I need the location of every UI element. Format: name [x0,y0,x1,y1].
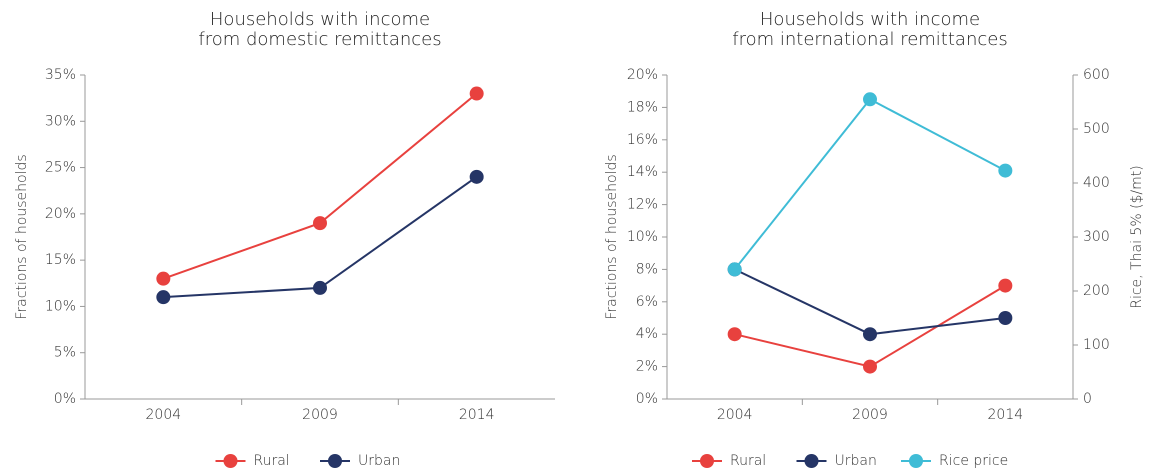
point [998,311,1013,325]
x-tick-label: 2014 [459,407,495,423]
legend-marker [909,454,923,468]
point [863,359,877,374]
x-tick-label: 2004 [146,407,182,423]
y-tick-label: 20% [627,67,658,83]
legend-label: Rural [730,453,766,469]
x-tick-label: 2009 [302,407,338,423]
y-tick-label: 30% [45,113,76,129]
y-tick-label: 4% [636,326,658,342]
point [469,86,484,101]
point [727,327,742,342]
y-tick-label: 6% [636,294,658,310]
y2-tick-label: 0 [1083,391,1092,407]
y-tick-label: 18% [627,99,658,115]
chart-title: from international remittances [732,29,1007,50]
y-tick-label: 20% [45,206,76,222]
y-tick-label: 14% [627,164,658,180]
point [156,271,171,286]
legend-marker [804,454,819,468]
chart-title: Households with income [760,9,980,30]
y-tick-label: 15% [45,252,76,268]
y-tick-label: 25% [45,160,76,176]
y2-tick-label: 500 [1083,121,1110,137]
legend-marker [700,454,714,468]
series-line [162,92,478,280]
x-tick-label: 2014 [988,407,1024,423]
legend-label: Urban [835,453,877,469]
legend-label: Rural [254,453,290,469]
y-tick-label: 5% [54,345,76,361]
y-axis-label: Fractions of households [604,154,620,319]
y2-axis-label: Rice, Thai 5% ($/mt) [1129,165,1145,309]
y-tick-label: 8% [636,261,658,277]
point [727,262,742,277]
point [469,169,484,184]
series-line [733,98,1006,271]
y-tick-label: 0% [636,391,658,407]
point [998,278,1013,293]
chart-title: Households with income [210,9,430,30]
legend-marker [328,454,342,468]
legend-marker [223,454,238,468]
chart-title: from domestic remittances [198,29,441,50]
point [863,92,877,107]
x-tick-label: 2004 [717,407,753,423]
y-tick-label: 0% [54,391,76,407]
y2-tick-label: 600 [1083,67,1110,83]
y-tick-label: 12% [627,197,658,213]
y2-tick-label: 300 [1083,229,1110,245]
series-line [734,268,1006,336]
y-tick-label: 2% [636,359,658,375]
y2-tick-label: 400 [1083,175,1110,191]
y-tick-label: 16% [627,132,658,148]
y2-tick-label: 200 [1083,283,1110,299]
legend-label: Rice price [939,453,1008,469]
point [156,290,171,305]
y-tick-label: 35% [45,67,76,83]
point [313,280,327,295]
y2-tick-label: 100 [1083,337,1110,353]
series-line [734,284,1006,368]
point [863,327,877,342]
y-axis-label: Fractions of households [14,154,30,319]
series-line [163,176,478,299]
point [313,216,327,231]
point [998,163,1013,178]
y-tick-label: 10% [45,298,76,314]
legend-label: Urban [358,453,400,469]
y-tick-label: 10% [627,229,658,245]
x-tick-label: 2009 [852,407,888,423]
